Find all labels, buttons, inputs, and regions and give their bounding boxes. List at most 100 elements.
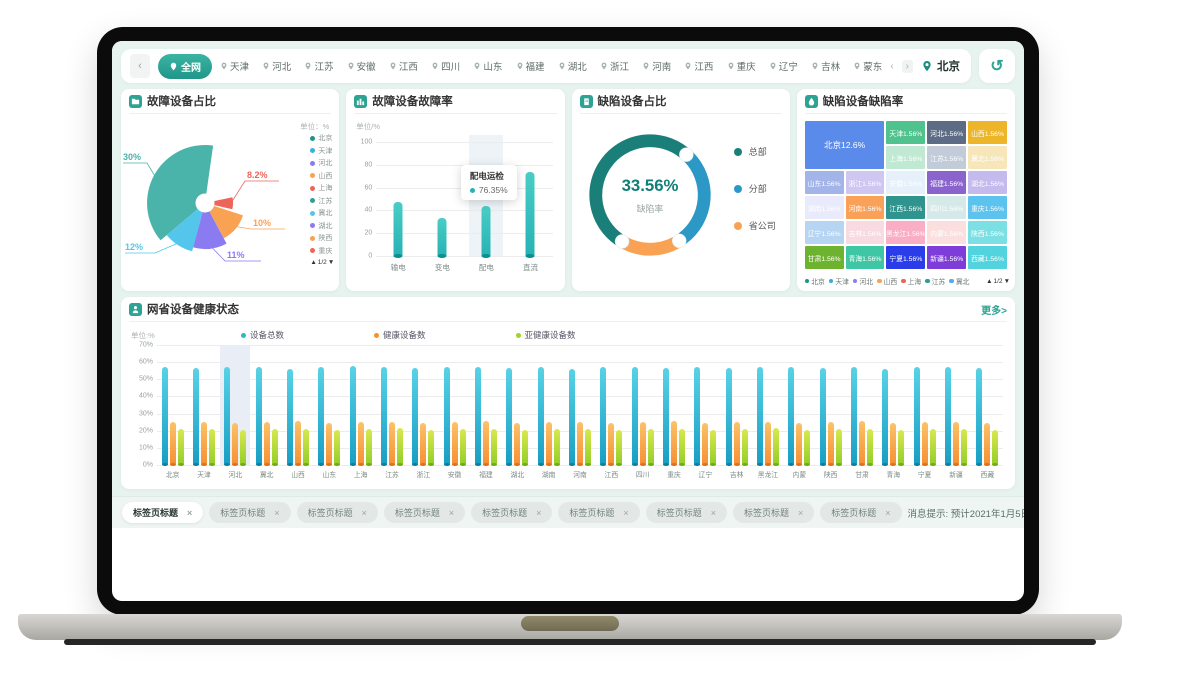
region-tab-安徽[interactable]: 安徽 bbox=[347, 59, 376, 73]
region-tab-active[interactable]: 全网 bbox=[158, 53, 212, 79]
bar bbox=[263, 422, 270, 466]
page-tab-6[interactable]: 标签页标题 × bbox=[558, 502, 640, 523]
region-tab-江西[interactable]: 江西 bbox=[389, 59, 418, 73]
bar-group-新疆 bbox=[945, 345, 967, 466]
treemap-cell-山西: 山西1.56% bbox=[968, 121, 1007, 144]
city-pin-icon bbox=[921, 60, 933, 72]
bar bbox=[733, 422, 740, 466]
gridline: 70% bbox=[139, 342, 1003, 349]
page-tab-1[interactable]: 标签页标题 × bbox=[122, 502, 204, 523]
svg-text:12%: 12% bbox=[125, 242, 143, 252]
region-tab-天津[interactable]: 天津 bbox=[220, 59, 249, 73]
nav-scroll-left-button[interactable]: ‹ bbox=[130, 54, 150, 78]
y-axis-tick: 50% bbox=[138, 375, 153, 383]
page-tab-7[interactable]: 标签页标题 × bbox=[645, 502, 727, 523]
y-axis-tick: 0% bbox=[142, 461, 153, 469]
x-axis-label: 四川 bbox=[635, 472, 650, 479]
legend-item-设备总数: 设备总数 bbox=[241, 329, 284, 341]
bar bbox=[921, 422, 928, 466]
tab-close-icon[interactable]: × bbox=[536, 507, 542, 518]
region-tab-浙江[interactable]: 浙江 bbox=[600, 59, 629, 73]
svg-text:缺陷率: 缺陷率 bbox=[636, 203, 663, 214]
region-tab-辽宁[interactable]: 辽宁 bbox=[769, 59, 798, 73]
region-tab-湖北[interactable]: 湖北 bbox=[558, 59, 587, 73]
bar bbox=[882, 369, 889, 466]
more-link[interactable]: 更多> bbox=[981, 305, 1007, 317]
tab-close-icon[interactable]: × bbox=[885, 507, 891, 518]
reset-button[interactable]: ↺ bbox=[979, 49, 1015, 83]
region-tab-四川[interactable]: 四川 bbox=[431, 59, 460, 73]
page-down-icon[interactable]: ▼ bbox=[327, 259, 335, 266]
x-axis-label: 重庆 bbox=[667, 472, 681, 479]
region-tab-蒙东[interactable]: 蒙东 bbox=[853, 59, 882, 73]
page-tab-8[interactable]: 标签页标题 × bbox=[732, 502, 815, 523]
tab-close-icon[interactable]: × bbox=[274, 507, 280, 518]
treemap-cell-天津: 天津1.56% bbox=[886, 121, 926, 144]
treemap-cell-黑龙江: 黑龙江1.56% bbox=[886, 221, 926, 244]
region-tab-山东[interactable]: 山东 bbox=[473, 59, 502, 73]
bar bbox=[240, 429, 247, 466]
x-axis-label: 福建 bbox=[479, 472, 493, 479]
page-up-icon[interactable]: ▲ bbox=[986, 278, 993, 285]
bar bbox=[890, 423, 897, 466]
region-tab-江苏[interactable]: 江苏 bbox=[304, 59, 333, 73]
defect-share-gauge: 33.56% 缺陷率 bbox=[576, 121, 724, 274]
tab-close-icon[interactable]: × bbox=[187, 507, 193, 518]
bar-chart-icon bbox=[354, 94, 368, 108]
panel-header: 故障设备故障率 bbox=[354, 89, 557, 114]
bar bbox=[929, 429, 936, 466]
treemap-cell-河北: 河北1.56% bbox=[927, 121, 967, 144]
region-tab-河南[interactable]: 河南 bbox=[642, 59, 671, 73]
bar bbox=[953, 422, 959, 466]
y-axis-tick: 40 bbox=[364, 206, 373, 214]
x-axis-label: 上海 bbox=[353, 472, 368, 479]
gridline: 100 bbox=[361, 139, 553, 146]
page-tab-9[interactable]: 标签页标题 × bbox=[820, 502, 902, 523]
laptop-screen: ‹ 全网 天津 河北 江苏 安徽 江西 四川 山东 福建 湖北 浙江 河南 江西 重庆 辽宁 吉林 蒙东 ‹ … bbox=[112, 41, 1024, 601]
regions-prev-icon[interactable]: ‹ bbox=[890, 60, 894, 72]
bar bbox=[334, 429, 341, 466]
page-tab-3[interactable]: 标签页标题 × bbox=[296, 502, 378, 523]
tab-close-icon[interactable]: × bbox=[623, 507, 629, 518]
gauge-legend: 总部 分部 省公司 bbox=[733, 145, 776, 232]
gridline: 30% bbox=[139, 410, 1003, 417]
region-tab-福建[interactable]: 福建 bbox=[516, 59, 545, 73]
tab-close-icon[interactable]: × bbox=[361, 507, 367, 518]
region-tab-江西[interactable]: 江西 bbox=[684, 59, 713, 73]
legend-item-冀北: 冀北 bbox=[310, 208, 334, 218]
treemap-cell-河南: 河南1.56% bbox=[845, 196, 885, 219]
y-axis-tick: 60 bbox=[364, 184, 373, 192]
tab-close-icon[interactable]: × bbox=[710, 507, 716, 518]
legend-item-山西: 山西 bbox=[310, 171, 334, 181]
treemap-cell-山东: 山东1.56% bbox=[804, 171, 844, 194]
bar bbox=[201, 422, 207, 466]
page-tab-4[interactable]: 标签页标题 × bbox=[383, 502, 466, 523]
bar bbox=[365, 429, 372, 466]
region-tab-重庆[interactable]: 重庆 bbox=[727, 59, 756, 73]
page-tab-2[interactable]: 标签页标题 × bbox=[209, 502, 291, 523]
page-down-icon[interactable]: ▼ bbox=[1003, 278, 1010, 285]
bar-group-宁夏 bbox=[913, 345, 936, 466]
gridline: 40 bbox=[364, 207, 553, 214]
svg-text:30%: 30% bbox=[123, 152, 141, 162]
page-up-icon[interactable]: ▲ bbox=[310, 259, 317, 266]
x-axis-label: 内蒙 bbox=[792, 472, 807, 479]
x-axis-label: 输电 bbox=[390, 263, 406, 272]
region-tab-河北[interactable]: 河北 bbox=[262, 59, 291, 73]
tab-close-icon[interactable]: × bbox=[448, 507, 455, 518]
legend-item-上海: 上海 bbox=[310, 183, 334, 193]
x-axis-label: 湖南 bbox=[541, 472, 556, 479]
x-axis-label: 西藏 bbox=[980, 472, 995, 479]
x-axis-label: 天津 bbox=[197, 472, 211, 479]
tab-close-icon[interactable]: × bbox=[797, 507, 804, 518]
city-selector[interactable]: 北京 bbox=[921, 58, 962, 74]
y-axis-tick: 20 bbox=[364, 229, 373, 237]
region-tab-吉林[interactable]: 吉林 bbox=[811, 59, 840, 73]
regions-next-icon[interactable]: › bbox=[901, 59, 913, 73]
x-axis-label: 安徽 bbox=[447, 472, 462, 479]
x-axis-label: 宁夏 bbox=[917, 472, 932, 479]
y-axis-tick: 70% bbox=[138, 341, 153, 349]
page-tab-5[interactable]: 标签页标题 × bbox=[471, 502, 553, 523]
bar bbox=[286, 369, 293, 466]
bar bbox=[506, 368, 513, 466]
